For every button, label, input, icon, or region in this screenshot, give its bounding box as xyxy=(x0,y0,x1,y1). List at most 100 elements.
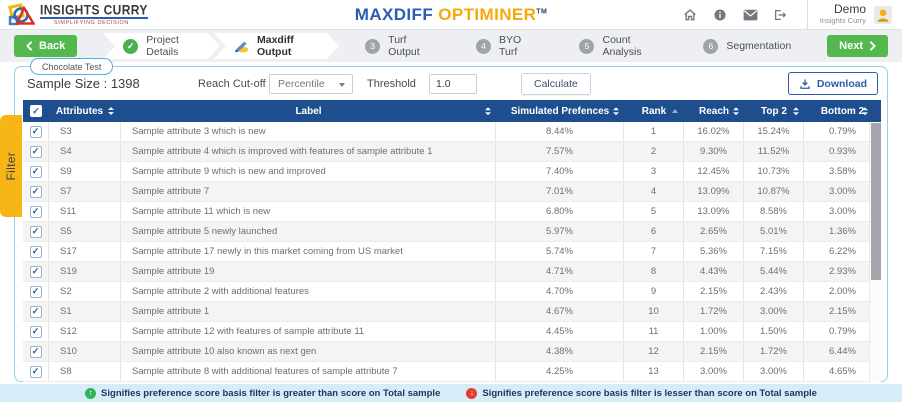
check-icon: ✓ xyxy=(31,206,40,216)
reach-cutoff-label: Reach Cut-off xyxy=(198,78,266,90)
column-header-simulated[interactable]: Simulated Prefences xyxy=(496,100,624,122)
legend-lesser-text: Signifies preference score basis filter … xyxy=(482,387,817,399)
reach-cell: 9.30% xyxy=(684,142,744,161)
attribute-cell: S5 xyxy=(49,222,121,241)
step-byo-turf[interactable]: 4 BYO Turf xyxy=(476,33,527,59)
table-row: ✓ S17 Sample attribute 17 newly in this ma… xyxy=(23,242,881,262)
user-org: Insights Curry xyxy=(819,15,866,25)
row-checkbox-cell: ✓ xyxy=(23,342,49,361)
table-row: ✓ S4 Sample attribute 4 which is improved … xyxy=(23,142,881,162)
step-segmentation[interactable]: 6 Segmentation xyxy=(703,33,791,59)
row-checkbox-cell: ✓ xyxy=(23,242,49,261)
row-checkbox[interactable]: ✓ xyxy=(29,325,42,338)
check-icon: ✓ xyxy=(31,346,40,356)
threshold-input[interactable] xyxy=(429,74,477,94)
next-label: Next xyxy=(839,40,863,52)
rank-cell: 11 xyxy=(624,322,684,341)
row-checkbox[interactable]: ✓ xyxy=(29,205,42,218)
next-button[interactable]: Next xyxy=(827,35,888,57)
title-optiminer: OPTIMINER xyxy=(438,5,537,24)
row-checkbox[interactable]: ✓ xyxy=(29,345,42,358)
home-icon[interactable] xyxy=(683,7,698,22)
column-header-rank[interactable]: Rank xyxy=(624,100,684,122)
row-checkbox[interactable]: ✓ xyxy=(29,225,42,238)
sort-icon xyxy=(793,107,799,115)
select-all-checkbox[interactable]: ✓ xyxy=(30,105,42,117)
check-circle-icon: ✓ xyxy=(123,39,138,54)
bottom2-cell: 3.00% xyxy=(829,206,856,217)
user-info: Demo Insights Curry xyxy=(819,3,866,26)
sort-icon xyxy=(862,107,868,115)
logout-icon[interactable] xyxy=(773,7,788,22)
simulated-cell: 4.71% xyxy=(496,262,624,281)
label-cell: Sample attribute 7 xyxy=(121,182,496,201)
row-checkbox[interactable]: ✓ xyxy=(29,165,42,178)
page-title: MAXDIFF OPTIMINERTM xyxy=(355,5,547,25)
row-checkbox[interactable]: ✓ xyxy=(29,305,42,318)
simulated-cell: 7.40% xyxy=(496,162,624,181)
reach-cell: 13.09% xyxy=(684,202,744,221)
column-header-attributes[interactable]: Attributes xyxy=(49,100,121,122)
download-button[interactable]: Download xyxy=(787,72,878,95)
check-icon: ✓ xyxy=(31,126,40,136)
bottom2-cell: 0.79% xyxy=(829,126,856,137)
attribute-cell: S3 xyxy=(49,122,121,141)
filter-side-tab[interactable]: Filter xyxy=(0,115,22,217)
row-checkbox[interactable]: ✓ xyxy=(29,365,42,378)
reach-cell: 13.09% xyxy=(684,182,744,201)
scrollbar-thumb[interactable] xyxy=(871,123,881,280)
column-label: Attributes xyxy=(55,105,104,117)
label-cell: Sample attribute 2 with additional featu… xyxy=(121,282,496,301)
step-count-analysis[interactable]: 5 Count Analysis xyxy=(579,33,651,59)
row-checkbox-cell: ✓ xyxy=(23,142,49,161)
column-header-bottom2[interactable]: Bottom 2 xyxy=(804,100,881,122)
row-checkbox[interactable]: ✓ xyxy=(29,245,42,258)
attribute-cell: S11 xyxy=(49,202,121,221)
column-header-reach[interactable]: Reach xyxy=(684,100,744,122)
project-tab-chocolate-test[interactable]: Chocolate Test xyxy=(30,58,114,75)
rank-cell: 6 xyxy=(624,222,684,241)
row-checkbox[interactable]: ✓ xyxy=(29,285,42,298)
bottom2-cell: 6.44% xyxy=(829,346,856,357)
label-cell: Sample attribute 1 xyxy=(121,302,496,321)
row-checkbox[interactable]: ✓ xyxy=(29,145,42,158)
mail-icon[interactable] xyxy=(743,7,758,22)
top2-cell: 15.24% xyxy=(744,122,804,141)
column-header-top2[interactable]: Top 2 xyxy=(744,100,804,122)
label-cell: Sample attribute 11 which is new xyxy=(121,202,496,221)
legend-lesser: ↓ Signifies preference score basis filte… xyxy=(466,387,817,399)
simulated-cell: 4.25% xyxy=(496,362,624,381)
table-row: ✓ S3 Sample attribute 3 which is new 8.44% 1… xyxy=(23,122,881,142)
download-icon xyxy=(800,79,810,89)
step-label: Maxdiff Output xyxy=(256,34,294,58)
label-cell: Sample attribute 19 xyxy=(121,262,496,281)
step-turf-output[interactable]: 3 Turf Output xyxy=(365,33,424,59)
step-label: Turf Output xyxy=(388,34,420,58)
reach-cutoff-select[interactable]: Percentile xyxy=(269,74,353,94)
steps: ✓ Project Details Maxdiff Output 3 Turf … xyxy=(103,33,817,59)
row-checkbox[interactable]: ✓ xyxy=(29,185,42,198)
row-checkbox-cell: ✓ xyxy=(23,362,49,381)
top-header: INSIGHTS CURRY SIMPLIFYING DECISION MAXD… xyxy=(0,0,902,30)
header-actions: Demo Insights Curry xyxy=(683,0,892,30)
bottom2-cell: 2.15% xyxy=(829,306,856,317)
step-maxdiff-output[interactable]: Maxdiff Output xyxy=(214,33,339,59)
column-header-label[interactable]: Label xyxy=(121,100,496,122)
simulated-cell: 5.97% xyxy=(496,222,624,241)
attribute-cell: S2 xyxy=(49,282,121,301)
calculate-button[interactable]: Calculate xyxy=(521,73,591,95)
row-checkbox[interactable]: ✓ xyxy=(29,125,42,138)
top2-cell: 2.43% xyxy=(744,282,804,301)
table-body: ✓ S3 Sample attribute 3 which is new 8.44% 1… xyxy=(23,122,881,382)
rank-cell: 5 xyxy=(624,202,684,221)
attribute-cell: S4 xyxy=(49,142,121,161)
check-icon: ✓ xyxy=(31,306,40,316)
reach-cell: 2.15% xyxy=(684,342,744,361)
info-icon[interactable] xyxy=(713,7,728,22)
row-checkbox[interactable]: ✓ xyxy=(29,265,42,278)
user-menu[interactable]: Demo Insights Curry xyxy=(806,0,892,30)
check-icon: ✓ xyxy=(31,186,40,196)
back-button[interactable]: Back xyxy=(14,35,78,57)
arrow-up-circle-icon: ↑ xyxy=(85,387,97,399)
step-project-details[interactable]: ✓ Project Details xyxy=(103,33,220,59)
